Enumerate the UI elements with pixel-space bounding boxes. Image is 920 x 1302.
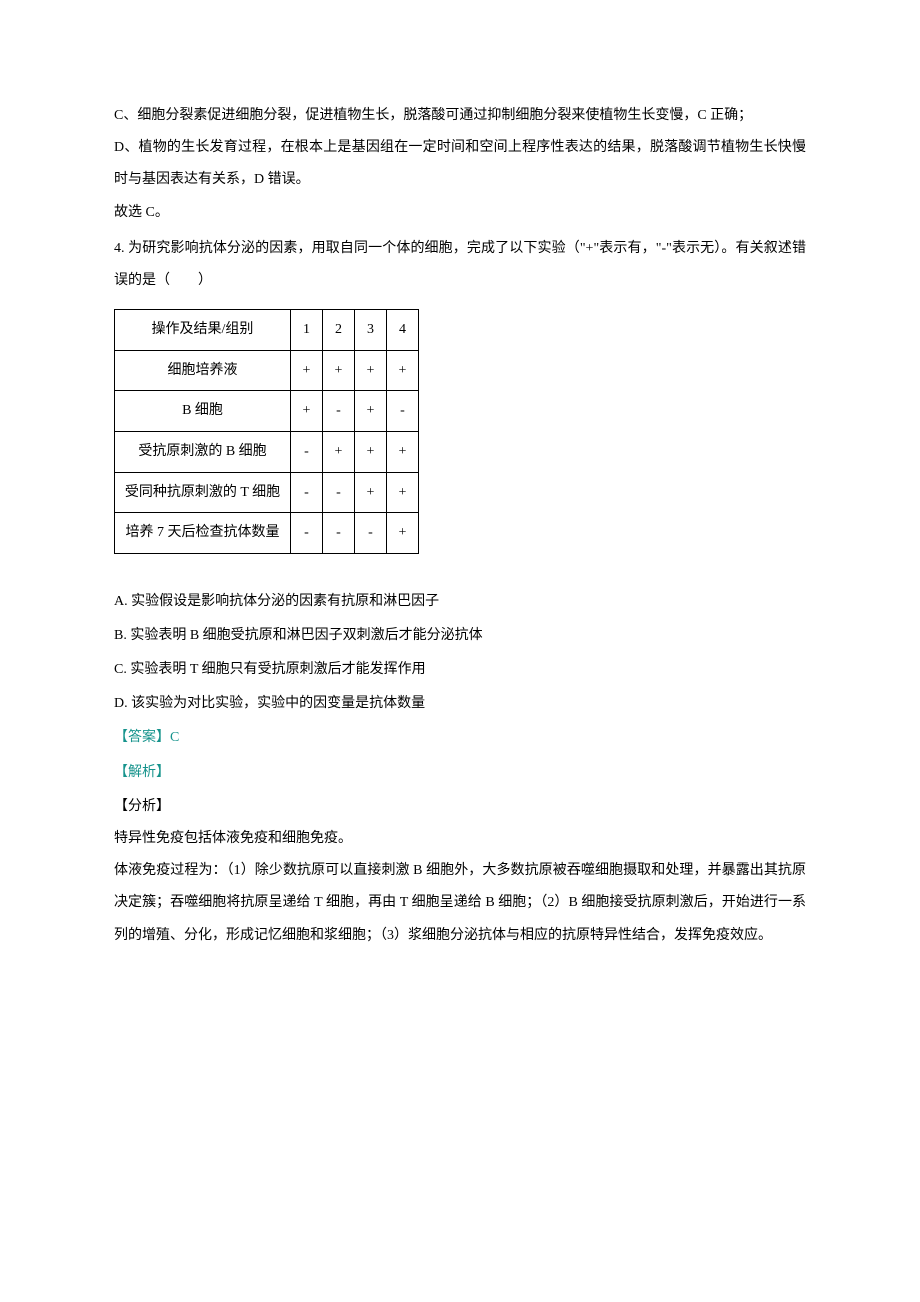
row-label: 受抗原刺激的 B 细胞 xyxy=(115,431,291,472)
row-cell: - xyxy=(291,472,323,513)
table-header-1: 1 xyxy=(291,310,323,351)
table-header-row: 操作及结果/组别 1 2 3 4 xyxy=(115,310,419,351)
question-4-intro: 4. 为研究影响抗体分泌的因素，用取自同一个体的细胞，完成了以下实验（"+"表示… xyxy=(114,233,806,297)
row-cell: - xyxy=(323,513,355,554)
row-cell: + xyxy=(387,431,419,472)
table-row: 受抗原刺激的 B 细胞 - + + + xyxy=(115,431,419,472)
table-row: B 细胞 + - + - xyxy=(115,391,419,432)
table-row: 培养 7 天后检查抗体数量 - - - + xyxy=(115,513,419,554)
table-header-2: 2 xyxy=(323,310,355,351)
row-cell: + xyxy=(323,431,355,472)
passage-c: C、细胞分裂素促进细胞分裂，促进植物生长，脱落酸可通过抑制细胞分裂来使植物生长变… xyxy=(114,100,806,132)
option-b: B. 实验表明 B 细胞受抗原和淋巴因子双刺激后才能分泌抗体 xyxy=(114,620,806,652)
row-cell: + xyxy=(291,350,323,391)
row-cell: - xyxy=(323,391,355,432)
row-cell: + xyxy=(355,431,387,472)
analysis-line-2: 体液免疫过程为：（1）除少数抗原可以直接刺激 B 细胞外，大多数抗原被吞噬细胞摄… xyxy=(114,855,806,952)
row-label: 受同种抗原刺激的 T 细胞 xyxy=(115,472,291,513)
table-row: 细胞培养液 + + + + xyxy=(115,350,419,391)
row-cell: - xyxy=(291,431,323,472)
table-row: 受同种抗原刺激的 T 细胞 - - + + xyxy=(115,472,419,513)
answer-value: C xyxy=(170,730,179,745)
sub-label: 【分析】 xyxy=(114,791,806,823)
passage-d: D、植物的生长发育过程，在根本上是基因组在一定时间和空间上程序性表达的结果，脱落… xyxy=(114,132,806,196)
passage-choice: 故选 C。 xyxy=(114,197,806,229)
analysis-label: 【解析】 xyxy=(114,757,806,789)
row-label: B 细胞 xyxy=(115,391,291,432)
answer-line: 【答案】C xyxy=(114,722,806,754)
row-cell: + xyxy=(387,513,419,554)
table-header-3: 3 xyxy=(355,310,387,351)
option-c: C. 实验表明 T 细胞只有受抗原刺激后才能发挥作用 xyxy=(114,654,806,686)
row-cell: + xyxy=(355,472,387,513)
option-a: A. 实验假设是影响抗体分泌的因素有抗原和淋巴因子 xyxy=(114,586,806,618)
row-cell: + xyxy=(355,350,387,391)
option-d: D. 该实验为对比实验，实验中的因变量是抗体数量 xyxy=(114,688,806,720)
row-cell: + xyxy=(323,350,355,391)
row-cell: - xyxy=(323,472,355,513)
row-cell: - xyxy=(355,513,387,554)
row-cell: + xyxy=(387,350,419,391)
table-header-label: 操作及结果/组别 xyxy=(115,310,291,351)
row-cell: + xyxy=(291,391,323,432)
table-header-4: 4 xyxy=(387,310,419,351)
experiment-table: 操作及结果/组别 1 2 3 4 细胞培养液 + + + + B 细胞 + - … xyxy=(114,309,419,554)
row-cell: + xyxy=(355,391,387,432)
analysis-line-1: 特异性免疫包括体液免疫和细胞免疫。 xyxy=(114,823,806,855)
row-cell: - xyxy=(291,513,323,554)
row-label: 培养 7 天后检查抗体数量 xyxy=(115,513,291,554)
row-label: 细胞培养液 xyxy=(115,350,291,391)
answer-label: 【答案】 xyxy=(114,730,170,745)
row-cell: + xyxy=(387,472,419,513)
row-cell: - xyxy=(387,391,419,432)
